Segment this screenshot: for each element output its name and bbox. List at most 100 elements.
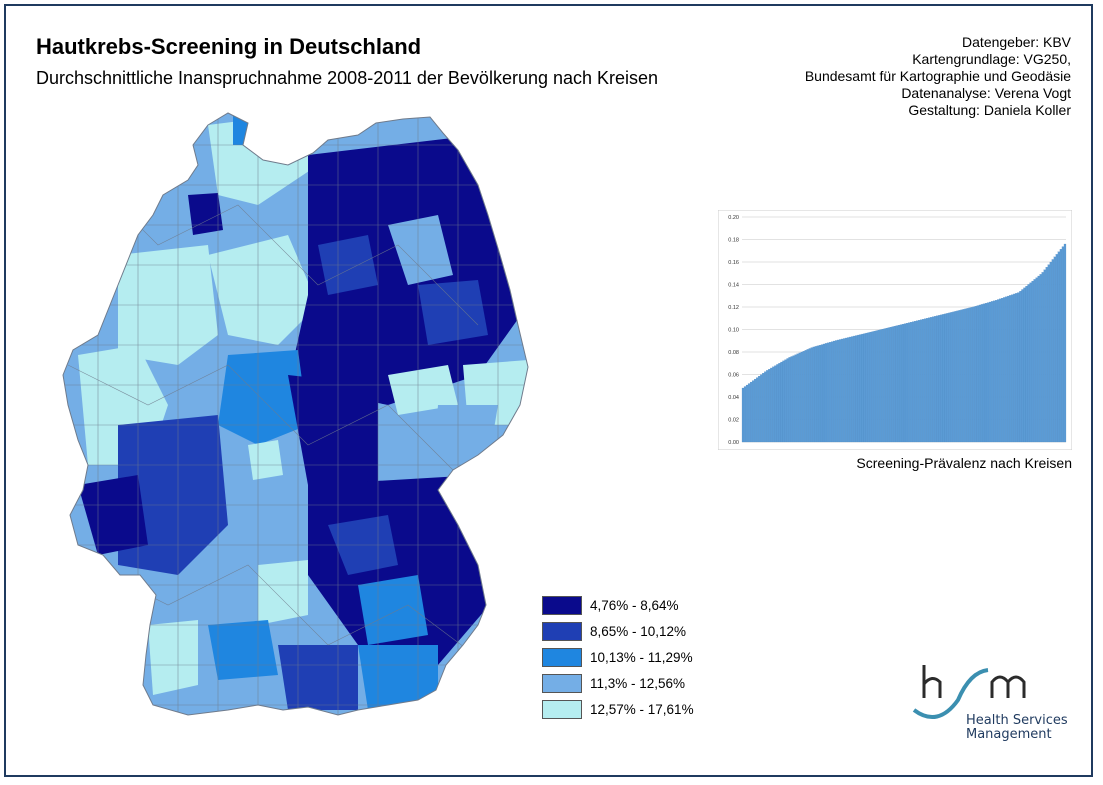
chart-bar bbox=[875, 330, 878, 443]
legend-swatch bbox=[542, 699, 582, 719]
chart-bar bbox=[816, 345, 820, 443]
chart-bar bbox=[889, 326, 892, 443]
chart-bar bbox=[798, 352, 801, 443]
chart-bar bbox=[835, 340, 838, 443]
chart-bar bbox=[774, 365, 777, 443]
district-region bbox=[358, 645, 438, 710]
chart-y-tick-label: 0.06 bbox=[728, 373, 739, 379]
chart-bar bbox=[869, 331, 872, 443]
chart-bar bbox=[752, 380, 755, 443]
chart-bar bbox=[790, 356, 793, 443]
chart-bar bbox=[843, 338, 846, 443]
chart-bar bbox=[828, 342, 832, 443]
chart-y-tick-label: 0.04 bbox=[728, 395, 739, 401]
chart-bar bbox=[758, 376, 761, 443]
chart-bar bbox=[857, 334, 860, 443]
chart-bar bbox=[984, 303, 988, 443]
germany-choropleth-map bbox=[62, 112, 529, 716]
district-region bbox=[433, 405, 498, 465]
chart-bar bbox=[1047, 264, 1050, 443]
chart-bar bbox=[1007, 295, 1010, 443]
district-region bbox=[258, 560, 308, 625]
chart-bar bbox=[895, 325, 899, 443]
chart-bar bbox=[1041, 272, 1044, 443]
chart-bar bbox=[1031, 280, 1034, 443]
logo-line2: Management bbox=[966, 727, 1052, 742]
chart-y-tick-label: 0.14 bbox=[728, 283, 739, 289]
district-region bbox=[78, 475, 148, 555]
map-districts bbox=[63, 113, 528, 715]
chart-bar bbox=[974, 306, 978, 443]
chart-bar bbox=[1043, 269, 1046, 443]
chart-bar bbox=[1019, 291, 1022, 443]
credit-line: Datenanalyse: Verena Vogt bbox=[901, 85, 1071, 101]
chart-bar bbox=[826, 342, 830, 443]
chart-bar bbox=[954, 311, 957, 443]
chart-bar bbox=[1015, 293, 1018, 443]
chart-y-tick-label: 0.18 bbox=[728, 238, 739, 244]
chart-bar bbox=[1039, 274, 1042, 443]
chart-bar bbox=[859, 334, 862, 443]
chart-bar bbox=[839, 339, 842, 443]
legend-item: 11,3% - 12,56% bbox=[542, 670, 694, 696]
chart-bar bbox=[847, 337, 850, 443]
chart-bar bbox=[952, 311, 955, 443]
chart-bar bbox=[950, 312, 953, 443]
chart-bar bbox=[924, 318, 927, 443]
chart-bar bbox=[932, 316, 935, 443]
chart-bar bbox=[764, 371, 767, 443]
chart-bar bbox=[1025, 286, 1028, 443]
chart-bar bbox=[968, 307, 971, 443]
chart-bar bbox=[881, 328, 884, 443]
chart-bar bbox=[1055, 254, 1059, 443]
chart-bar bbox=[1003, 297, 1006, 443]
credit-line: Bundesamt für Kartographie und Geodäsie bbox=[804, 68, 1071, 84]
chart-bar bbox=[830, 341, 834, 443]
chart-caption: Screening-Prävalenz nach Kreisen bbox=[856, 455, 1072, 471]
chart-bar bbox=[806, 349, 809, 443]
chart-bar bbox=[818, 345, 822, 443]
chart-bar bbox=[879, 329, 882, 443]
chart-bar bbox=[912, 321, 915, 443]
district-region bbox=[358, 575, 428, 645]
chart-bar bbox=[901, 324, 905, 443]
hsm-logo bbox=[912, 665, 1026, 720]
chart-bar bbox=[1037, 275, 1040, 443]
legend-swatch bbox=[542, 621, 582, 641]
chart-bar bbox=[938, 315, 941, 443]
chart-bar bbox=[928, 317, 931, 443]
map-subtitle: Durchschnittliche Inanspruchnahme 2008-2… bbox=[36, 68, 659, 88]
chart-bar bbox=[792, 355, 795, 443]
chart-bar bbox=[776, 364, 779, 443]
chart-bar bbox=[780, 361, 783, 443]
chart-bar bbox=[962, 309, 965, 443]
chart-bar bbox=[837, 339, 840, 443]
chart-bar bbox=[990, 301, 994, 443]
legend-label: 10,13% - 11,29% bbox=[590, 649, 693, 665]
chart-bar bbox=[1029, 282, 1032, 443]
chart-bar bbox=[762, 373, 765, 443]
chart-bar bbox=[1033, 279, 1036, 443]
chart-bar bbox=[754, 378, 757, 443]
legend-label: 11,3% - 12,56% bbox=[590, 675, 686, 691]
chart-y-tick-label: 0.20 bbox=[728, 215, 739, 221]
chart-bar bbox=[877, 329, 880, 443]
chart-bar bbox=[970, 307, 973, 443]
credit-line: Gestaltung: Daniela Koller bbox=[908, 102, 1071, 118]
chart-bar bbox=[1023, 287, 1026, 443]
chart-bar bbox=[861, 333, 864, 443]
chart-bar bbox=[986, 302, 990, 443]
district-region bbox=[388, 215, 453, 285]
chart-bar bbox=[786, 358, 789, 443]
chart-bar bbox=[873, 330, 876, 443]
chart-bar bbox=[756, 377, 759, 443]
chart-bar bbox=[972, 306, 975, 443]
chart-bar bbox=[768, 369, 771, 443]
prevalence-bar-chart: 0.00 0.02 0.04 0.06 0.08 0.10 0.12 0.14 0.16 0.18… bbox=[718, 210, 1072, 450]
chart-y-tick-label: 0.08 bbox=[728, 350, 739, 356]
chart-bar bbox=[978, 304, 982, 443]
map-legend: 4,76% - 8,64% 8,65% - 10,12% 10,13% - 11… bbox=[542, 592, 694, 722]
legend-swatch bbox=[542, 647, 582, 667]
chart-bar bbox=[808, 348, 811, 443]
chart-bar bbox=[802, 351, 805, 443]
